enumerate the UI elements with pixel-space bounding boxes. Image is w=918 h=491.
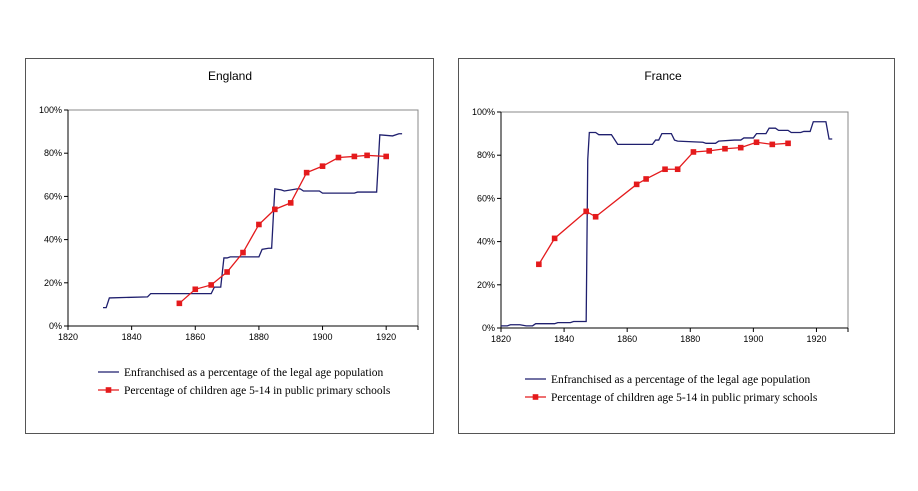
y-tick-label: 0% xyxy=(49,321,62,331)
y-tick-label: 40% xyxy=(477,237,495,247)
y-tick-label: 100% xyxy=(39,105,62,115)
y-tick-label: 60% xyxy=(477,193,495,203)
school-enrollment-line xyxy=(178,154,387,304)
school-enrollment-point xyxy=(662,166,668,173)
x-tick-label: 1880 xyxy=(680,334,700,344)
school-enrollment-point xyxy=(536,261,542,268)
plot-area xyxy=(500,111,849,329)
school-enrollment-point xyxy=(383,153,389,160)
school-enrollment-point xyxy=(364,152,370,159)
school-enrollment-point xyxy=(633,181,640,188)
x-tick-label: 1820 xyxy=(491,334,511,344)
school-enrollment-point xyxy=(753,139,760,146)
y-tick-label: 80% xyxy=(44,148,62,158)
school-enrollment-point xyxy=(690,149,697,155)
school-enrollment-point xyxy=(737,144,744,151)
school-enrollment-point xyxy=(643,176,649,182)
school-enrollment-point xyxy=(592,213,599,220)
y-tick-label: 100% xyxy=(472,107,495,117)
x-tick-label: 1860 xyxy=(185,332,205,342)
school-enrollment-point xyxy=(335,154,342,161)
school-enrollment-point xyxy=(272,206,278,213)
school-enrollment-point xyxy=(224,269,230,275)
france-chart: France 1820 1840 1860 1880 1900 1920 0% 20% 40% 60… xyxy=(472,69,849,404)
school-enrollment-point xyxy=(303,169,310,176)
school-enrollment-point xyxy=(706,148,712,154)
enfranchised-line xyxy=(103,133,403,309)
x-tick-label: 1860 xyxy=(617,334,637,344)
y-tick-label: 0% xyxy=(482,323,495,333)
legend-label: Percentage of children age 5-14 in publi… xyxy=(124,385,391,397)
school-enrollment-point xyxy=(287,200,294,206)
france-chart-panel: France 1820 1840 1860 1880 1900 1920 0% 20% 40% 60… xyxy=(458,58,895,434)
legend-label: Enfranchised as a percentage of the lega… xyxy=(551,374,811,386)
legend-marker xyxy=(105,387,112,393)
x-tick-label: 1840 xyxy=(554,334,574,344)
school-enrollment-point xyxy=(351,153,358,160)
school-enrollment-point xyxy=(551,235,558,242)
school-enrollment-point xyxy=(192,286,199,293)
y-tick-label: 20% xyxy=(44,278,62,288)
y-tick-label: 80% xyxy=(477,150,495,160)
school-enrollment-point xyxy=(785,140,791,147)
x-tick-label: 1900 xyxy=(313,332,333,342)
school-enrollment-line xyxy=(538,141,789,265)
school-enrollment-point xyxy=(240,249,246,256)
y-tick-label: 60% xyxy=(44,191,62,201)
x-tick-label: 1920 xyxy=(806,334,826,344)
school-enrollment-point xyxy=(769,141,776,148)
chart-title: England xyxy=(208,69,252,83)
school-enrollment-point xyxy=(583,208,589,215)
chart-title: France xyxy=(644,69,682,83)
x-tick-label: 1820 xyxy=(58,332,78,342)
plot-area xyxy=(67,109,419,327)
school-enrollment-point xyxy=(674,166,681,173)
school-enrollment-point xyxy=(176,300,183,307)
x-tick-label: 1840 xyxy=(122,332,142,342)
x-tick-label: 1880 xyxy=(249,332,269,342)
school-enrollment-point xyxy=(208,282,214,288)
england-chart-panel: England 1820 1840 1860 1880 1900 1920 0% 20% 40% 6… xyxy=(25,58,434,434)
school-enrollment-point xyxy=(722,145,728,152)
y-tick-label: 40% xyxy=(44,235,62,245)
school-enrollment-point xyxy=(256,221,262,228)
legend-label: Enfranchised as a percentage of the lega… xyxy=(124,367,384,379)
legend-label: Percentage of children age 5-14 in publi… xyxy=(551,392,818,404)
england-chart: England 1820 1840 1860 1880 1900 1920 0% 20% 40% 6… xyxy=(39,69,419,397)
legend-marker xyxy=(532,394,539,400)
school-enrollment-point xyxy=(319,163,326,169)
x-tick-label: 1900 xyxy=(743,334,763,344)
x-tick-label: 1920 xyxy=(376,332,396,342)
enfranchised-line xyxy=(501,121,833,327)
y-tick-label: 20% xyxy=(477,280,495,290)
